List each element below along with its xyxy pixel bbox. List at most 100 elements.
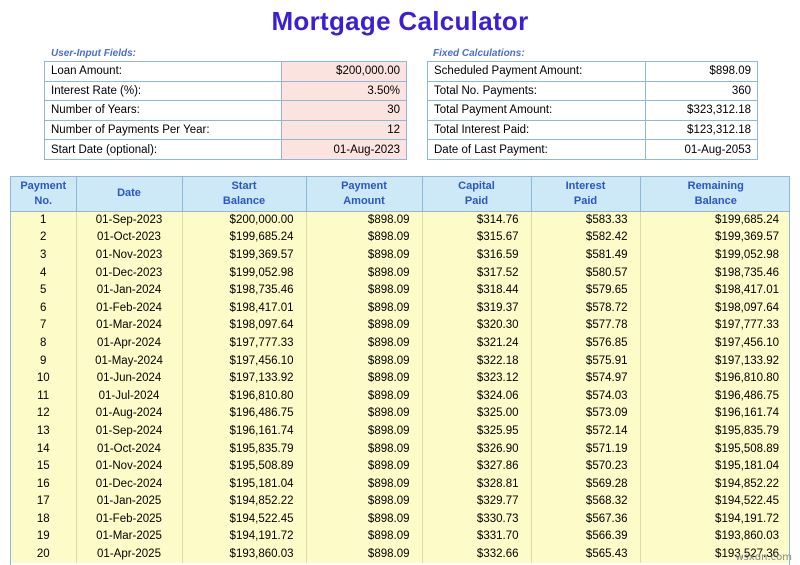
table-row: 16 01-Dec-2024 $195,181.04 $898.09 $328.81 $5… bbox=[11, 474, 789, 493]
table-cell: $326.90 bbox=[421, 439, 531, 458]
schedule-column-header: Start Balance bbox=[181, 177, 306, 212]
input-value-field[interactable]: 12 bbox=[281, 119, 407, 141]
table-cell: 01-Oct-2023 bbox=[75, 228, 182, 247]
table-cell: 6 bbox=[11, 298, 76, 317]
input-value-field[interactable]: 01-Aug-2023 bbox=[281, 139, 407, 160]
fixed-row: Total No. Payments: 360 bbox=[427, 80, 758, 102]
table-row: 9 01-May-2024 $197,456.10 $898.09 $322.18 $57… bbox=[11, 351, 789, 370]
table-cell: $898.09 bbox=[305, 404, 422, 423]
table-cell: $198,735.46 bbox=[639, 263, 789, 282]
table-cell: $197,133.92 bbox=[181, 369, 306, 387]
header-line-1: Interest bbox=[565, 179, 606, 192]
table-cell: 20 bbox=[11, 545, 76, 563]
table-cell: 01-Feb-2024 bbox=[75, 298, 182, 317]
table-cell: $898.09 bbox=[305, 492, 422, 511]
table-cell: $576.85 bbox=[530, 334, 640, 352]
table-cell: $325.00 bbox=[421, 404, 531, 423]
input-label: Interest Rate (%): bbox=[44, 80, 282, 102]
table-cell: $198,735.46 bbox=[181, 281, 306, 299]
fixed-label: Scheduled Payment Amount: bbox=[427, 61, 646, 82]
schedule-column-header: Date bbox=[75, 177, 182, 212]
table-cell: $196,486.75 bbox=[181, 404, 306, 423]
table-cell: $569.28 bbox=[530, 474, 640, 493]
header-line-2: No. bbox=[34, 194, 53, 207]
table-cell: $318.44 bbox=[421, 281, 531, 299]
header-line-2: Balance bbox=[222, 194, 266, 207]
table-cell: $898.09 bbox=[305, 545, 422, 563]
fixed-label: Total No. Payments: bbox=[427, 80, 646, 102]
header-line-2: Paid bbox=[573, 194, 598, 207]
table-cell: $198,097.64 bbox=[181, 316, 306, 335]
fixed-calculations-section-label: Fixed Calculations: bbox=[433, 48, 525, 59]
input-value-field[interactable]: 30 bbox=[281, 100, 407, 121]
table-cell: $196,161.74 bbox=[639, 404, 789, 423]
table-cell: $316.59 bbox=[421, 246, 531, 264]
input-label: Number of Payments Per Year: bbox=[44, 119, 282, 141]
table-row: 10 01-Jun-2024 $197,133.92 $898.09 $323.12 $5… bbox=[11, 369, 789, 387]
schedule-table: Payment No. Date Start Balance Payment Amount C… bbox=[11, 177, 789, 563]
user-input-section-label: User-Input Fields: bbox=[51, 48, 137, 59]
table-cell: $329.77 bbox=[421, 492, 531, 511]
table-row: 14 01-Oct-2024 $195,835.79 $898.09 $326.90 $5… bbox=[11, 439, 789, 458]
table-cell: $198,097.64 bbox=[639, 298, 789, 317]
table-row: 12 01-Aug-2024 $196,486.75 $898.09 $325.00 $5… bbox=[11, 404, 789, 423]
table-cell: 1 bbox=[11, 211, 76, 229]
table-cell: 2 bbox=[11, 228, 76, 247]
table-cell: $898.09 bbox=[305, 263, 422, 282]
table-cell: $572.14 bbox=[530, 422, 640, 440]
table-cell: $898.09 bbox=[305, 510, 422, 528]
table-cell: $196,810.80 bbox=[639, 369, 789, 387]
table-cell: $194,522.45 bbox=[639, 492, 789, 511]
table-cell: $200,000.00 bbox=[181, 211, 306, 229]
table-cell: $199,369.57 bbox=[181, 246, 306, 264]
table-cell: $199,369.57 bbox=[639, 228, 789, 247]
table-cell: $898.09 bbox=[305, 298, 422, 317]
table-cell: $197,777.33 bbox=[181, 334, 306, 352]
table-cell: 7 bbox=[11, 316, 76, 335]
table-cell: $566.39 bbox=[530, 527, 640, 546]
header-line-1: Remaining bbox=[687, 179, 744, 192]
table-cell: $898.09 bbox=[305, 439, 422, 458]
input-value-field[interactable]: 3.50% bbox=[281, 80, 407, 102]
fixed-value: 360 bbox=[645, 80, 758, 102]
table-cell: $898.09 bbox=[305, 316, 422, 335]
table-cell: 01-Sep-2024 bbox=[75, 422, 182, 440]
input-value-field[interactable]: $200,000.00 bbox=[281, 61, 407, 82]
table-cell: $194,852.22 bbox=[181, 492, 306, 511]
table-cell: $570.23 bbox=[530, 457, 640, 475]
input-row: Start Date (optional): 01-Aug-2023 bbox=[44, 139, 407, 160]
table-cell: 01-Apr-2024 bbox=[75, 334, 182, 352]
table-cell: $567.36 bbox=[530, 510, 640, 528]
input-row: Number of Years: 30 bbox=[44, 100, 407, 121]
table-cell: $199,685.24 bbox=[181, 228, 306, 247]
table-cell: $898.09 bbox=[305, 369, 422, 387]
table-cell: 01-Nov-2023 bbox=[75, 246, 182, 264]
table-cell: $898.09 bbox=[305, 386, 422, 405]
table-cell: 15 bbox=[11, 457, 76, 475]
table-cell: $195,508.89 bbox=[639, 439, 789, 458]
table-cell: $582.42 bbox=[530, 228, 640, 247]
table-cell: $195,835.79 bbox=[181, 439, 306, 458]
table-cell: 17 bbox=[11, 492, 76, 511]
table-cell: $319.37 bbox=[421, 298, 531, 317]
header-line-1: Capital bbox=[458, 179, 495, 192]
header-line-2: Paid bbox=[464, 194, 489, 207]
table-cell: $898.09 bbox=[305, 422, 422, 440]
table-row: 17 01-Jan-2025 $194,852.22 $898.09 $329.77 $5… bbox=[11, 492, 789, 511]
schedule-column-header: Payment Amount bbox=[305, 177, 422, 212]
table-row: 11 01-Jul-2024 $196,810.80 $898.09 $324.06 $5… bbox=[11, 386, 789, 405]
schedule-column-header: Interest Paid bbox=[530, 177, 640, 212]
table-row: 1 01-Sep-2023 $200,000.00 $898.09 $314.76 $58… bbox=[11, 211, 789, 229]
header-line-2: Amount bbox=[343, 194, 385, 207]
table-cell: $323.12 bbox=[421, 369, 531, 387]
table-cell: $196,810.80 bbox=[181, 386, 306, 405]
table-cell: 01-May-2024 bbox=[75, 351, 182, 370]
table-cell: $324.06 bbox=[421, 386, 531, 405]
table-cell: 01-Mar-2024 bbox=[75, 316, 182, 335]
table-cell: $194,191.72 bbox=[639, 510, 789, 528]
schedule-column-header: Capital Paid bbox=[421, 177, 531, 212]
table-cell: $898.09 bbox=[305, 281, 422, 299]
table-cell: 01-Aug-2024 bbox=[75, 404, 182, 423]
table-cell: $197,456.10 bbox=[181, 351, 306, 370]
table-cell: $196,161.74 bbox=[181, 422, 306, 440]
